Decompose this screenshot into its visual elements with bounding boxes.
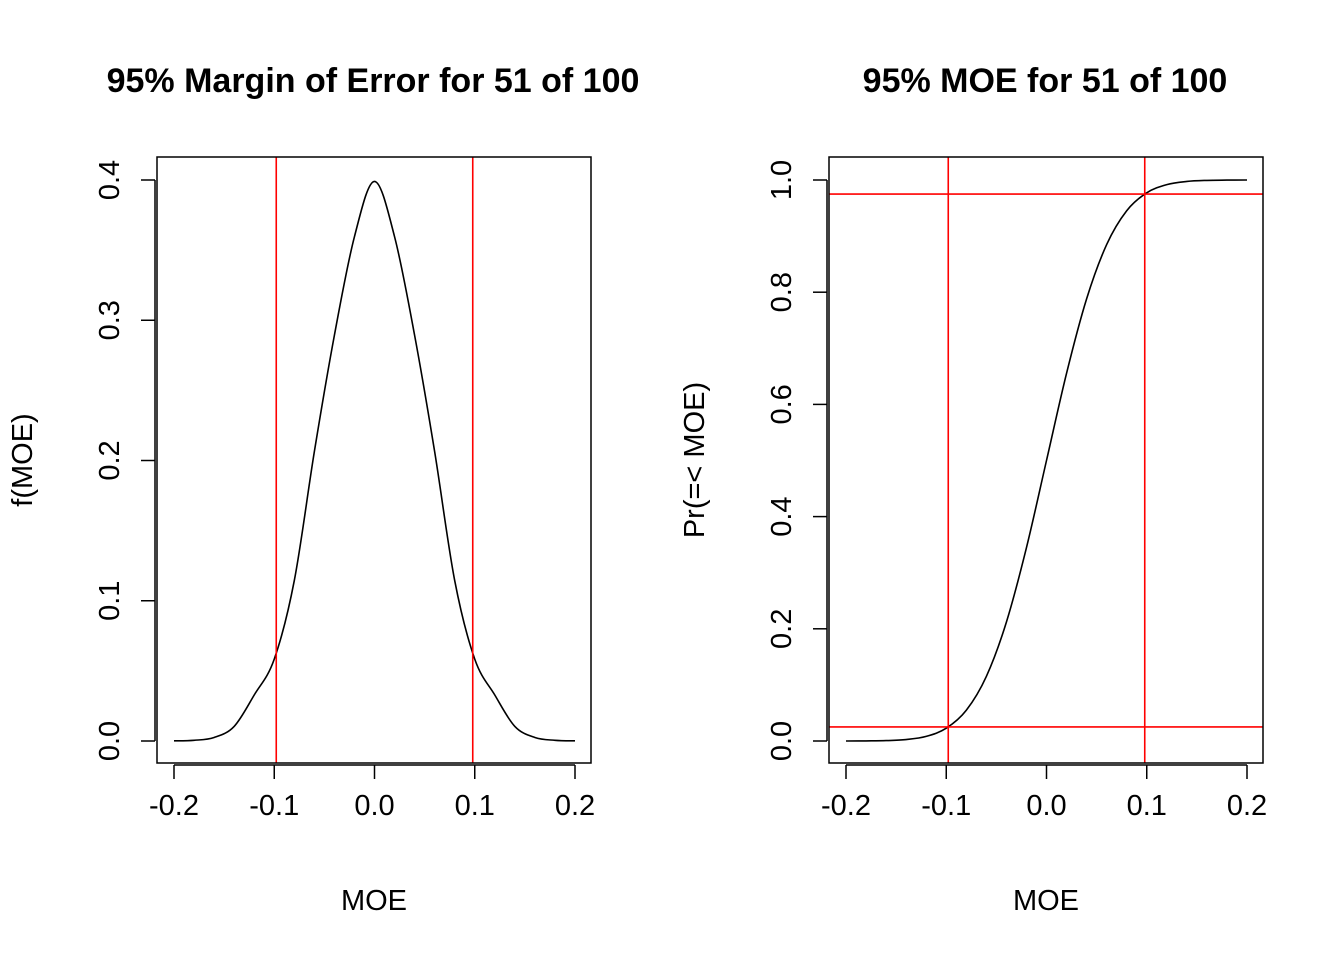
cdf-y-tick-label: 0.6: [766, 384, 798, 424]
cdf-x-tick-label: 0.2: [1227, 790, 1267, 822]
cdf-x-tick-label: -0.1: [921, 790, 971, 822]
density-curve: [173, 180, 576, 742]
density-y-tick-label: 0.3: [94, 300, 126, 340]
density-plot: 95% Margin of Error for 51 of 100 -0.2 -0…: [7, 62, 639, 917]
cdf-x-axis-label: MOE: [1013, 885, 1079, 917]
density-y-tick-label: 0.0: [94, 721, 126, 761]
cdf-plot-title: 95% MOE for 51 of 100: [863, 62, 1228, 100]
cdf-x-tick-label: 0.1: [1127, 790, 1167, 822]
cdf-x-tick-label: -0.2: [821, 790, 871, 822]
cdf-y-tick-label: 0.8: [766, 272, 798, 312]
cdf-y-tick-label: 0.2: [766, 609, 798, 649]
density-y-tick-label: 0.4: [94, 160, 126, 200]
cdf-y-tick-label: 1.0: [766, 160, 798, 200]
cdf-x-tick-label: 0.0: [1026, 790, 1066, 822]
cdf-y-tick-label: 0.0: [766, 721, 798, 761]
cdf-y-axis-label: Pr(=< MOE): [679, 382, 711, 538]
density-plot-frame: [156, 156, 592, 764]
density-x-tick-label: 0.1: [455, 790, 495, 822]
density-x-tick-label: 0.0: [354, 790, 394, 822]
density-y-axis-label: f(MOE): [7, 413, 39, 506]
density-plot-title: 95% Margin of Error for 51 of 100: [107, 62, 640, 100]
density-y-tick-label: 0.1: [94, 581, 126, 621]
cdf-plot-frame: [828, 156, 1264, 764]
density-x-tick-label: 0.2: [555, 790, 595, 822]
density-x-axis-label: MOE: [341, 885, 407, 917]
density-x-tick-label: -0.2: [149, 790, 199, 822]
density-x-tick-label: -0.1: [249, 790, 299, 822]
cdf-curve: [845, 179, 1248, 742]
density-y-tick-label: 0.2: [94, 440, 126, 480]
cdf-y-tick-label: 0.4: [766, 496, 798, 536]
cdf-plot: 95% MOE for 51 of 100 -0.2 -0.1 0.0 0.1 0.2 0…: [679, 62, 1267, 917]
